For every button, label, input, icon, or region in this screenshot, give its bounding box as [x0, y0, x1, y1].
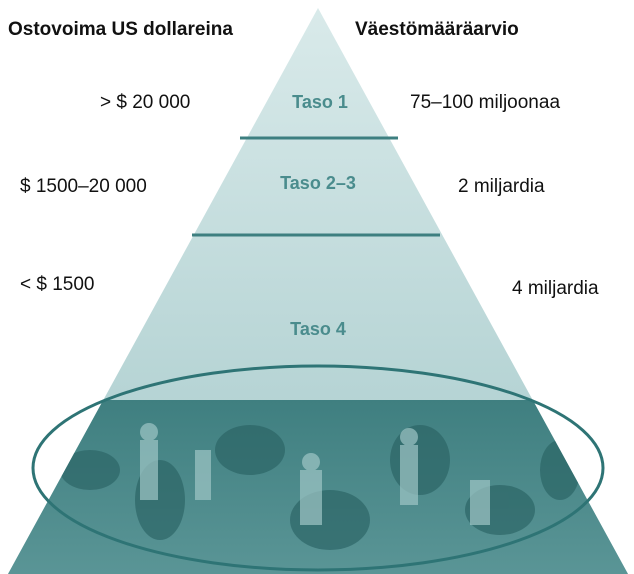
- header-right: Väestömääräarvio: [355, 19, 519, 40]
- header-left: Ostovoima US dollareina: [8, 19, 233, 40]
- population: 2 miljardia: [458, 176, 545, 197]
- tier-label: Taso 2–3: [280, 173, 356, 193]
- income: < $ 1500: [20, 274, 95, 295]
- crowd-photo: [8, 400, 628, 574]
- tier-label: Taso 4: [290, 319, 346, 339]
- highlight-ellipse: [31, 364, 605, 572]
- population: 75–100 miljoonaa: [410, 92, 560, 113]
- tier-label: Taso 1: [292, 92, 348, 112]
- income: > $ 20 000: [100, 92, 190, 113]
- income: $ 1500–20 000: [20, 176, 147, 197]
- population: 4 miljardia: [512, 278, 599, 299]
